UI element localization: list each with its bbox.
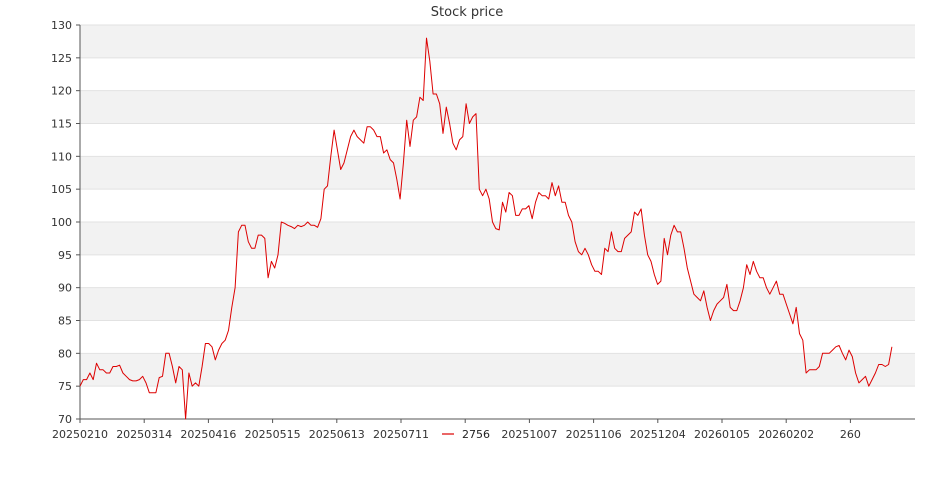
legend: 2756: [436, 426, 498, 442]
series-group: [79, 37, 893, 420]
x-tick-label: 20250711: [373, 428, 429, 441]
x-tick-label: 260: [840, 428, 861, 441]
legend-background: [436, 426, 498, 442]
grid-band: [80, 123, 915, 157]
y-tick-label: 90: [58, 282, 72, 295]
y-tick-label: 120: [51, 85, 72, 98]
grid-band: [80, 386, 915, 419]
y-tick-label: 100: [51, 216, 72, 229]
grid-band: [80, 156, 915, 190]
grid-band: [80, 57, 915, 91]
y-tick-label: 115: [51, 118, 72, 131]
x-tick-label: 20251106: [566, 428, 622, 441]
grid-band: [80, 222, 915, 255]
grid-band: [80, 25, 915, 58]
y-tick-label: 80: [58, 347, 72, 360]
x-tick-label: 20251007: [501, 428, 557, 441]
y-tick-label: 85: [58, 315, 72, 328]
y-tick-label: 75: [58, 380, 72, 393]
x-axis-ticks: 20250210 20250314 20250416 20250515 20250613…: [52, 419, 861, 441]
x-tick-label: 20250416: [180, 428, 236, 441]
grid-bands: [80, 25, 915, 419]
y-tick-label: 130: [51, 19, 72, 32]
series-line: [79, 37, 893, 420]
chart-title: Stock price: [431, 5, 503, 20]
grid-band: [80, 254, 915, 288]
grid-band: [80, 189, 915, 222]
x-tick-label: 20250613: [309, 428, 365, 441]
grid-band: [80, 287, 915, 321]
grid-band: [80, 320, 915, 354]
x-tick-label: 20251204: [630, 428, 686, 441]
x-tick-label: 20250210: [52, 428, 108, 441]
y-tick-label: 70: [58, 413, 72, 426]
x-tick-label: 20260105: [694, 428, 750, 441]
x-tick-label: 20250314: [116, 428, 172, 441]
y-tick-label: 125: [51, 52, 72, 65]
x-tick-label: 20250515: [245, 428, 301, 441]
legend-label: 2756: [462, 428, 490, 441]
y-tick-label: 105: [51, 183, 72, 196]
y-tick-label: 110: [51, 150, 72, 163]
y-tick-label: 95: [58, 249, 72, 262]
y-axis-ticks: 70 75 80 85 90 95 100 105 110 115 120 125 130: [51, 19, 80, 426]
grid-band: [80, 353, 915, 387]
grid-band: [80, 90, 915, 124]
x-tick-label: 20260202: [758, 428, 814, 441]
